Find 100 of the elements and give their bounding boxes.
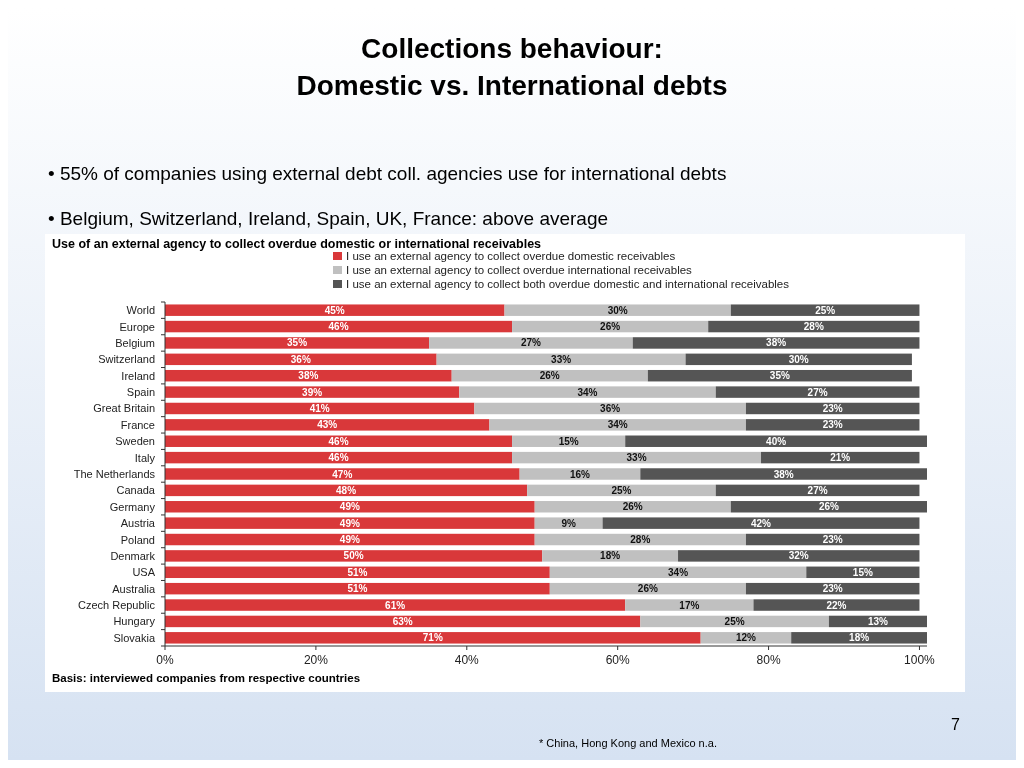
bar	[700, 632, 792, 644]
data-label: 38%	[773, 468, 794, 480]
y-tick-label: Czech Republic	[77, 599, 156, 612]
data-label: 26%	[539, 370, 560, 382]
y-tick-label: Hungary	[113, 615, 156, 628]
bar	[549, 582, 746, 595]
data-label: 25%	[815, 304, 836, 316]
bar	[730, 501, 927, 513]
text: • Belgium, Switzerland, Ireland, Spain, UK, France: above average	[48, 208, 609, 229]
data-label: 27%	[807, 484, 828, 496]
data-label: 71%	[422, 632, 443, 644]
bar	[730, 304, 920, 316]
data-label: 18%	[849, 632, 870, 644]
data-label: 42%	[751, 517, 772, 529]
bar	[165, 615, 641, 628]
bar	[534, 517, 603, 529]
y-tick-label: Ireland	[121, 369, 155, 382]
bar	[474, 402, 746, 415]
y-tick-label: Sweden	[115, 435, 155, 448]
data-label: 18%	[600, 550, 621, 562]
data-label: 48%	[336, 484, 357, 496]
bar	[625, 435, 927, 447]
y-tick-label: Poland	[120, 533, 155, 546]
bar	[753, 599, 920, 611]
data-label: 49%	[339, 517, 360, 529]
bar	[451, 369, 648, 382]
bar	[165, 533, 535, 546]
data-label: 36%	[290, 353, 311, 365]
data-label: 9%	[561, 517, 576, 529]
data-label: 16%	[569, 468, 591, 480]
bar	[165, 550, 543, 562]
data-label: 23%	[822, 419, 843, 431]
bar	[436, 353, 686, 366]
data-label: 15%	[852, 566, 873, 578]
bar	[640, 615, 829, 628]
legend-label: I use an external agency to collect overdue domestic receivables	[346, 250, 676, 262]
y-tick-label: Europe	[119, 320, 155, 333]
bar	[534, 501, 731, 513]
data-label: 33%	[626, 452, 647, 464]
bar	[165, 337, 430, 349]
bar	[165, 353, 437, 366]
bar	[165, 501, 535, 513]
chart-title: Collections behaviour: Domestic vs. International debts	[296, 33, 728, 101]
bar	[602, 517, 920, 529]
x-tick-label: 40%	[454, 653, 480, 667]
data-label: 34%	[668, 566, 689, 578]
bar	[542, 550, 679, 562]
bar	[685, 353, 912, 366]
text: • 55% of companies using external debt coll. agencies use for international debts	[48, 163, 727, 184]
data-label: 39%	[302, 386, 323, 398]
bar	[708, 320, 920, 333]
data-label: 36%	[600, 402, 621, 414]
data-label: 61%	[385, 599, 406, 611]
bar	[459, 386, 716, 398]
y-tick-label: Slovakia	[113, 631, 156, 644]
data-label: 12%	[735, 632, 757, 644]
bar	[165, 599, 626, 611]
data-label: 41%	[309, 402, 330, 414]
data-label: 28%	[630, 534, 651, 546]
data-label: 49%	[339, 534, 360, 546]
bar	[165, 304, 505, 316]
data-label: 25%	[724, 615, 745, 627]
bar	[512, 320, 709, 333]
y-tick-label: Austria	[120, 517, 156, 530]
bar	[489, 419, 746, 431]
y-tick-label: Belgium	[115, 336, 155, 349]
data-label: 23%	[822, 534, 843, 546]
bar	[647, 369, 912, 382]
bar	[165, 468, 520, 480]
data-label: 32%	[788, 550, 809, 562]
data-label: 26%	[600, 321, 621, 333]
data-label: 22%	[826, 599, 847, 611]
x-tick-label: 100%	[904, 653, 936, 667]
legend-label: I use an external agency to collect overdue international receivables	[346, 264, 693, 276]
y-tick-label: Italy	[134, 451, 156, 464]
bar	[640, 468, 927, 480]
y-tick-label: USA	[132, 566, 156, 579]
bar	[165, 451, 513, 464]
data-label: 45%	[324, 304, 345, 316]
data-label: 34%	[607, 419, 628, 431]
data-label: 40%	[766, 435, 787, 447]
bar	[519, 468, 641, 480]
data-label: 46%	[328, 452, 349, 464]
data-label: 26%	[622, 501, 643, 513]
x-tick-label: 0%	[156, 653, 174, 667]
bar	[549, 566, 807, 579]
bar	[165, 517, 535, 529]
bar	[625, 599, 754, 611]
bar	[791, 632, 927, 644]
chart-subtitle: Use of an external agency to collect overdue domestic or international receivables	[52, 237, 542, 251]
bar	[165, 484, 528, 497]
data-label: 27%	[520, 337, 542, 349]
data-label: 23%	[822, 583, 843, 595]
bar	[632, 337, 920, 349]
data-label: 13%	[867, 615, 889, 627]
data-label: 51%	[347, 566, 368, 578]
bar	[512, 451, 762, 464]
data-label: 15%	[558, 435, 579, 447]
bar	[165, 419, 490, 431]
y-tick-label: Australia	[112, 582, 156, 595]
